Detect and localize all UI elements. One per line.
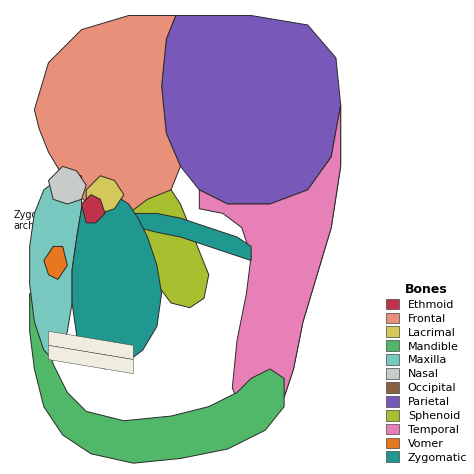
- Polygon shape: [44, 246, 67, 279]
- Polygon shape: [199, 105, 341, 421]
- Polygon shape: [261, 105, 341, 426]
- Polygon shape: [35, 16, 181, 213]
- Polygon shape: [162, 16, 341, 204]
- Polygon shape: [128, 190, 209, 308]
- Polygon shape: [48, 346, 133, 374]
- Legend: Ethmoid, Frontal, Lacrimal, Mandible, Maxilla, Nasal, Occipital, Parietal, Sphen: Ethmoid, Frontal, Lacrimal, Mandible, Ma…: [381, 279, 472, 467]
- Polygon shape: [48, 331, 133, 359]
- Polygon shape: [30, 293, 284, 463]
- Polygon shape: [30, 176, 82, 359]
- Polygon shape: [86, 176, 124, 213]
- Polygon shape: [48, 166, 86, 204]
- Polygon shape: [128, 213, 251, 261]
- Polygon shape: [72, 195, 162, 369]
- Polygon shape: [82, 195, 105, 223]
- Text: Zygomatic
arch: Zygomatic arch: [13, 210, 91, 231]
